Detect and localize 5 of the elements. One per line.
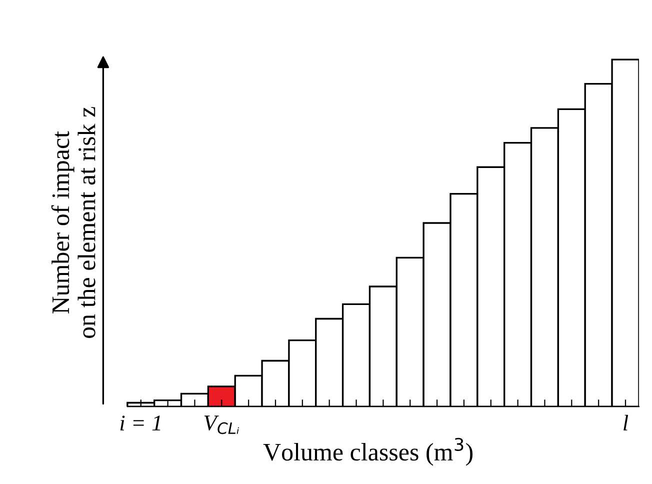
y-axis-title: Number of impact on the element at risk z bbox=[51, 107, 96, 338]
x-tick-label: V$_{CLᵢ}$ bbox=[204, 416, 239, 434]
x-tick-label: i = 1 bbox=[120, 416, 160, 430]
x-tick-label: l bbox=[624, 414, 628, 430]
x-axis-title: Volume classes (m$^{3}$) bbox=[263, 438, 473, 466]
